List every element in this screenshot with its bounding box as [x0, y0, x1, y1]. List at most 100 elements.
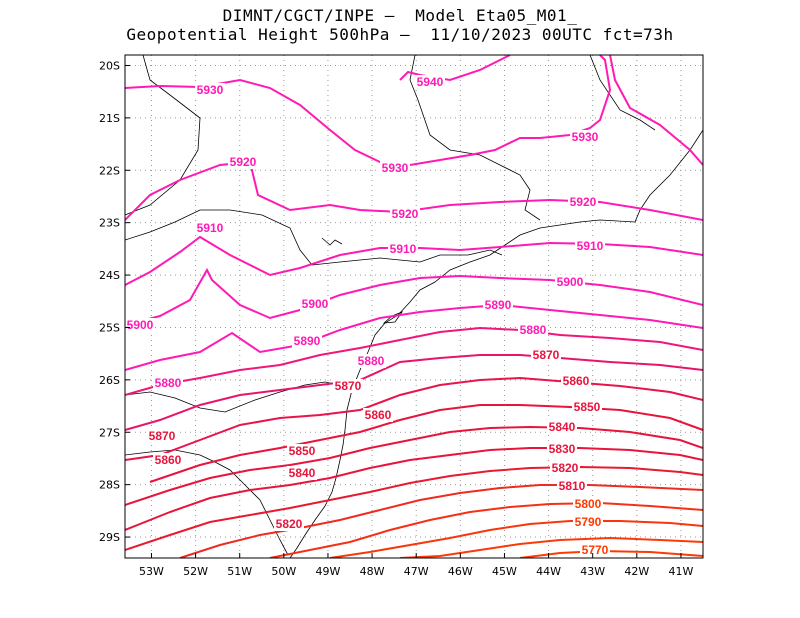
- lon-tick-label: 50W: [271, 565, 296, 578]
- lon-tick-label: 47W: [404, 565, 429, 578]
- contour-label: 5920: [570, 195, 597, 209]
- lon-tick-label: 49W: [316, 565, 341, 578]
- contour-label-bg: [568, 195, 598, 209]
- contour-label: 5890: [294, 334, 321, 348]
- axis-ticks: 20S 21S 22S 23S 24S 25S 26S 27S 28S 29S 53W 52W 51W 5…: [99, 59, 693, 578]
- contour-5800: [269, 501, 703, 558]
- contour-label: 5920: [392, 207, 419, 221]
- lat-tick-label: 20S: [99, 59, 120, 72]
- contour-label-bg: [228, 155, 258, 169]
- state-border: [589, 55, 656, 131]
- contour-label-bg: [125, 318, 155, 332]
- contour-label-bg: [573, 515, 603, 529]
- contour-label: 5910: [577, 239, 604, 253]
- contour-label: 5940: [417, 75, 444, 89]
- contour-label: 5930: [382, 161, 409, 175]
- contour-5790: [329, 520, 703, 558]
- lon-tick-label: 51W: [227, 565, 252, 578]
- lat-tick-label: 22S: [99, 164, 120, 177]
- contour-label: 5830: [549, 442, 576, 456]
- contour-label: 5890: [485, 298, 512, 312]
- contour-5930: [609, 55, 703, 166]
- contour-label-bg: [333, 379, 363, 393]
- contour-5870: [125, 354, 703, 431]
- lat-tick-label: 21S: [99, 112, 120, 125]
- contour-label-bg: [195, 83, 225, 97]
- lat-tick-label: 28S: [99, 479, 120, 492]
- lon-tick-label: 41W: [669, 565, 694, 578]
- contour-label: 5930: [197, 83, 224, 97]
- contour-label-bg: [415, 75, 445, 89]
- contour-label: 5870: [335, 379, 362, 393]
- lon-tick-label: 52W: [183, 565, 208, 578]
- contour-label: 5860: [155, 453, 182, 467]
- lat-tick-label: 29S: [99, 531, 120, 544]
- contour-label: 5910: [197, 221, 224, 235]
- contour-5830: [125, 447, 703, 531]
- contour-5890: [125, 303, 703, 371]
- lat-tick-label: 25S: [99, 321, 120, 334]
- contour-label-bg: [550, 461, 580, 475]
- lat-tick-label: 27S: [99, 426, 120, 439]
- contour-label: 5770: [582, 543, 609, 557]
- contour-5880: [125, 326, 703, 396]
- contour-label-bg: [287, 466, 317, 480]
- contour-label: 5790: [575, 515, 602, 529]
- lon-tick-label: 46W: [448, 565, 473, 578]
- contour-label: 5840: [549, 420, 576, 434]
- contour-label-bg: [575, 239, 605, 253]
- contour-5820: [125, 465, 703, 551]
- contour-label: 5880: [155, 376, 182, 390]
- lon-tick-label: 48W: [360, 565, 385, 578]
- contour-label: 5930: [572, 130, 599, 144]
- contour-label-bg: [356, 354, 386, 368]
- contour-label: 5900: [127, 318, 154, 332]
- contour-label: 5880: [520, 323, 547, 337]
- contour-label-bg: [580, 543, 610, 557]
- island: [382, 311, 404, 324]
- contour-label-bg: [274, 517, 304, 531]
- lat-tick-label: 24S: [99, 269, 120, 282]
- contour-label-bg: [570, 130, 600, 144]
- contour-label-bg: [561, 374, 591, 388]
- height-contours: [125, 55, 703, 558]
- contour-label: 5910: [390, 242, 417, 256]
- lon-tick-label: 44W: [536, 565, 561, 578]
- contour-label-bg: [147, 429, 177, 443]
- lon-tick-label: 43W: [580, 565, 605, 578]
- contour-label-bg: [572, 400, 602, 414]
- contour-label: 5840: [289, 466, 316, 480]
- contour-labels: 5940 5930 5930 5930 5920 5920 5920 5910 5910 5910…: [125, 75, 610, 557]
- contour-label-bg: [557, 479, 587, 493]
- contour-5780: [399, 536, 703, 558]
- contour-label: 5800: [575, 497, 602, 511]
- contour-label: 5820: [276, 517, 303, 531]
- state-border: [125, 55, 201, 216]
- contour-label-bg: [292, 334, 322, 348]
- lon-tick-label: 42W: [624, 565, 649, 578]
- contour-label: 5850: [574, 400, 601, 414]
- chart-title-line2: Geopotential Height 500hPa – 11/10/2023 …: [126, 25, 674, 44]
- contour-label: 5900: [302, 297, 329, 311]
- chart-title-line1: DIMNT/CGCT/INPE – Model Eta05_M01_: [222, 6, 578, 25]
- contour-label-bg: [153, 453, 183, 467]
- contour-5940: [399, 55, 511, 82]
- contour-label-bg: [531, 348, 561, 362]
- contour-label-bg: [547, 442, 577, 456]
- contour-label-bg: [388, 242, 418, 256]
- contour-label: 5850: [289, 444, 316, 458]
- river: [321, 237, 343, 246]
- lat-tick-label: 26S: [99, 374, 120, 387]
- contour-label-bg: [287, 444, 317, 458]
- contour-5770: [519, 549, 703, 558]
- contour-label: 5920: [230, 155, 257, 169]
- contour-label: 5860: [563, 374, 590, 388]
- contour-5930: [125, 55, 612, 167]
- contour-label: 5820: [552, 461, 579, 475]
- contour-label-bg: [555, 275, 585, 289]
- contour-label-bg: [573, 497, 603, 511]
- contour-label-bg: [390, 207, 420, 221]
- state-border: [125, 209, 503, 266]
- contour-label: 5860: [365, 408, 392, 422]
